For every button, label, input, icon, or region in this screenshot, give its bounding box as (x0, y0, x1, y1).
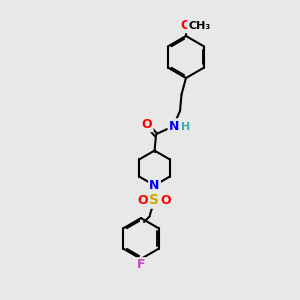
Text: CH₃: CH₃ (188, 20, 211, 31)
Text: F: F (137, 258, 145, 272)
Text: O: O (181, 19, 191, 32)
Text: N: N (149, 179, 160, 192)
Text: O: O (138, 194, 148, 207)
Text: S: S (149, 194, 160, 207)
Text: H: H (182, 122, 191, 133)
Text: O: O (142, 118, 152, 131)
Text: O: O (160, 194, 171, 207)
Text: N: N (169, 119, 179, 133)
